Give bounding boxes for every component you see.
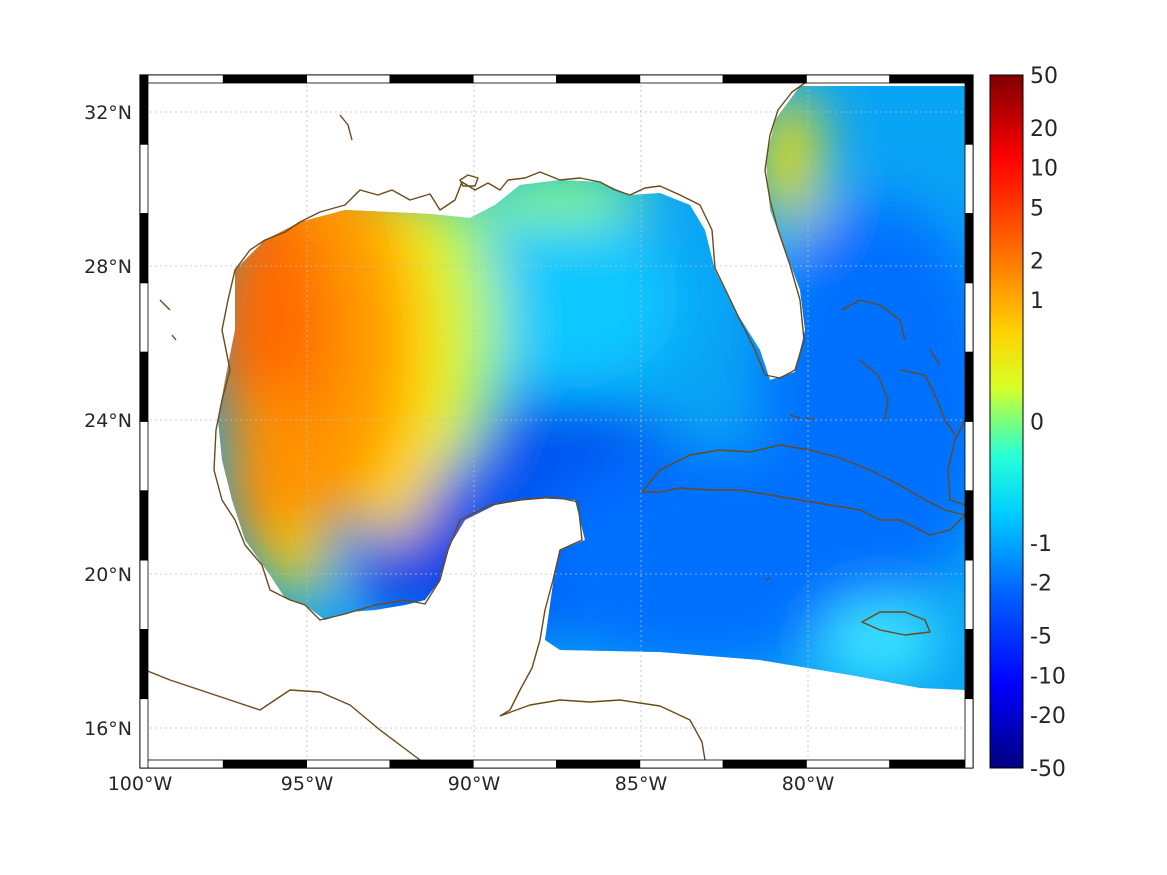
latitude-tick-label: 24°N [84,410,132,432]
frame-segment-bottom [722,759,807,769]
frame-bars [139,74,974,769]
longitude-tick-label: 90°W [448,773,501,795]
frame-segment-top [556,74,641,84]
latitude-tick-label: 20°N [84,564,132,586]
bahamas-islands [841,299,956,436]
colorbar-tick-label: -20 [1030,704,1066,729]
frame-segment-bottom [222,759,308,769]
frame-segment-right [964,213,974,284]
mexico-gulf-coast [213,269,583,717]
frame-segment-bottom [389,759,474,769]
frame-segment-right [964,74,974,145]
frame-segment-left [139,351,149,422]
colorbar-tick-label: -1 [1030,532,1052,557]
central-america-coast [139,667,431,767]
longitude-tick-label: 100°W [108,773,173,795]
colorbar-tick-label: -10 [1030,664,1066,689]
frame-segment-right [964,629,974,700]
frame-segment-right [964,143,974,215]
frame-segment-top [389,74,474,84]
colorbar-tick-label: -5 [1030,624,1052,649]
small-island-2 [159,299,177,341]
frame-segment-bottom [472,759,557,769]
colorbar-tick-label: 20 [1030,117,1058,142]
frame-segment-left [139,490,149,561]
longitude-tick-label: 85°W [615,773,668,795]
lake-pontchartrain [459,174,479,187]
colorbar-tick-label: -50 [1030,757,1066,782]
frame-segment-left [139,421,149,492]
frame-segment-left [139,698,149,769]
hispaniola-edge [947,419,966,506]
frame-segment-top [139,74,224,84]
frame-segment-right [964,351,974,422]
frame-segment-right [964,698,974,769]
frame-segment-left [139,282,149,353]
frame-segment-left [139,629,149,700]
longitude-tick-label: 95°W [281,773,334,795]
frame-segment-top [806,74,891,84]
ocean-field [218,86,965,690]
honduras-coast [499,699,706,761]
latitude-tick-label: 32°N [84,102,132,124]
latitude-labels: 32°N 28°N 24°N 20°N 16°N [84,102,132,740]
frame-segment-top [722,74,807,84]
frame-segment-top [222,74,308,84]
longitude-tick-label: 80°W [782,773,835,795]
frame-segment-left [139,143,149,215]
colorbar-gradient [989,74,1024,769]
longitude-labels: 100°W 95°W 90°W 85°W 80°W [108,773,835,795]
frame-segment-right [964,559,974,630]
frame-segment-bottom [889,759,974,769]
small-island-3 [765,414,816,581]
coastline [139,77,966,767]
frame-segment-top [889,74,974,84]
frame-segment-right [964,490,974,561]
frame-segment-bottom [556,759,641,769]
jamaica-outline [861,611,931,636]
frame-segment-top [639,74,724,84]
latitude-tick-label: 16°N [84,718,132,740]
frame-segment-right [964,421,974,492]
colorbar-tick-label: 0 [1030,411,1044,436]
frame-segment-left [139,559,149,630]
us-gulf-coast [234,77,813,379]
colorbar-tick-label: -2 [1030,572,1052,597]
frame-segment-bottom [806,759,891,769]
frame-segment-right [964,282,974,353]
frame-segment-left [139,74,149,145]
colorbar-tick-label: 1 [1030,289,1044,314]
colorbar-tick-label: 50 [1030,64,1058,89]
colorbar-tick-label: 10 [1030,157,1058,182]
frame-segment-bottom [139,759,224,769]
frame-segment-bottom [306,759,391,769]
cuba-outline [641,444,966,536]
colorbar-tick-label: 5 [1030,197,1044,222]
frame-segment-bottom [639,759,724,769]
small-island-1 [339,114,353,141]
colorbar-tick-label: 2 [1030,249,1044,274]
frame-segment-left [139,213,149,284]
latitude-tick-label: 28°N [84,256,132,278]
frame-segment-top [472,74,557,84]
frame-segment-top [306,74,391,84]
